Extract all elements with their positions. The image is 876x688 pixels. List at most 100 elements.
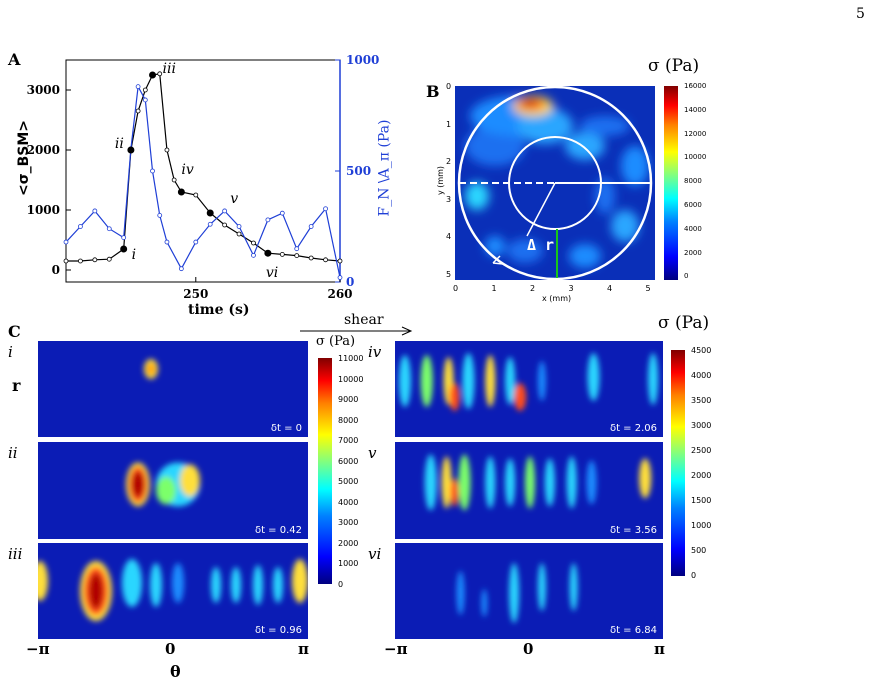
left-cbar-tick: 0 [338,579,344,589]
left-cbar-tick: 10000 [338,374,364,384]
panel-b-x-tick: 1 [491,284,497,293]
panel-b-y-tick: 2 [446,157,452,166]
delta-r-label: Δ r [527,236,555,254]
stress-blob [458,454,471,511]
stress-blob [211,567,221,603]
series-point-left [236,231,242,237]
series-point-right [265,217,271,223]
panel-b-xlabel: x (mm) [542,294,572,303]
strip-dt-label: δt = 0 [270,423,302,434]
stress-blob [514,383,527,411]
left-tick-label: 1000 [27,203,60,217]
series-point-right [193,239,199,245]
series-point-right [92,208,98,214]
stress-blob [509,563,520,623]
panel-a-ylabel-left: <σ_BSM> [16,119,33,197]
right-cbar-tick: 1000 [691,521,712,530]
stress-blob [587,353,600,401]
right-colorbar [671,350,685,576]
x-tick-label: 250 [183,287,208,301]
left-cbar-tick: 9000 [338,395,359,404]
strip-roman-label: i [8,343,13,361]
stress-blob [132,471,144,498]
theta-tick-label: −π [26,640,50,658]
stress-blob [537,361,546,401]
series-point-left [164,147,170,153]
panel-b-y-tick: 3 [446,194,452,204]
strip-roman-label: vi [368,545,382,563]
stress-blob [156,476,176,505]
series-point-right [251,252,256,258]
stress-blob [450,478,459,507]
panel-a-xlabel: time (s) [188,302,250,318]
series-point-right [308,224,314,229]
series-point-left [78,258,83,264]
point-label: vi [266,265,278,281]
series-point-right [63,239,69,245]
stress-blob [273,567,283,603]
series-point-left [63,258,69,264]
strip-background [38,341,308,437]
panel-b-cbar-tick: 6000 [684,201,702,209]
left-cbar-tick: 5000 [338,477,359,486]
series-point-right [294,246,300,252]
strip-dt-label: δt = 0.42 [254,525,302,536]
series-point-left [251,240,256,246]
left-cbar-tick: 6000 [338,456,359,466]
stress-strip-ii: δt = 0.42 [38,442,308,539]
marked-point [120,245,128,253]
stress-blob [648,353,659,405]
panel-b-cbar-tick: 10000 [684,153,707,162]
panel-b-cbar-tick: 2000 [684,248,702,257]
marked-point [264,249,272,257]
panel-b-y-tick: 0 [446,82,452,91]
left-tick-label: 2000 [27,143,60,157]
panel-b-y-tick: 1 [446,119,452,129]
series-point-right [78,224,83,229]
strip-dt-label: δt = 2.06 [609,423,657,434]
strip-background [395,543,663,639]
stress-strip-iii: δt = 0.96 [38,543,308,639]
stress-blob [505,357,516,405]
series-point-left [193,192,199,198]
stress-blob [566,456,577,509]
stress-blob [485,456,496,509]
left-cbar-tick: 7000 [338,436,359,445]
series-point-right [207,221,213,227]
panel-a-ylabel-right: F_N \A_π (Pa) [376,119,393,217]
left-cbar-tick: 3000 [338,518,359,527]
stress-blob [122,559,142,607]
stress-blob [481,589,488,617]
panel-b-ylabel: y (mm) [436,165,446,196]
marked-point [127,146,135,154]
stress-blob [420,355,433,407]
series-point-left [157,71,163,77]
strip-roman-label: iv [368,343,382,361]
series-point-right [323,206,328,212]
left-cbar-tick: 1000 [338,559,359,568]
series-point-right [222,208,228,214]
right-cbar-tick: 1500 [691,496,712,505]
strip-background [395,341,663,437]
panel-b-cbar-tick: 4000 [684,224,702,233]
stress-blob [544,458,555,507]
panel-b-heatmap: Δ r [455,86,655,280]
stress-strip-i: δt = 0 [38,341,308,437]
stress-blob [449,383,460,411]
series-point-right [121,235,127,241]
x-tick-label: 260 [327,287,352,301]
series-point-left [294,253,300,259]
strip-roman-label: ii [8,444,18,462]
stress-blob [586,460,597,505]
series-point-left [222,222,228,228]
marked-point [149,71,157,79]
right-cbar-tick: 3000 [691,421,712,430]
panel-c-letter: C [8,322,21,341]
stress-blob [537,563,546,611]
stress-blob [231,567,241,603]
panel-b-y-tick: 5 [446,269,452,279]
stress-strip-vi: δt = 6.84 [395,543,663,639]
stress-blob [147,363,155,375]
stress-blob [524,456,535,509]
